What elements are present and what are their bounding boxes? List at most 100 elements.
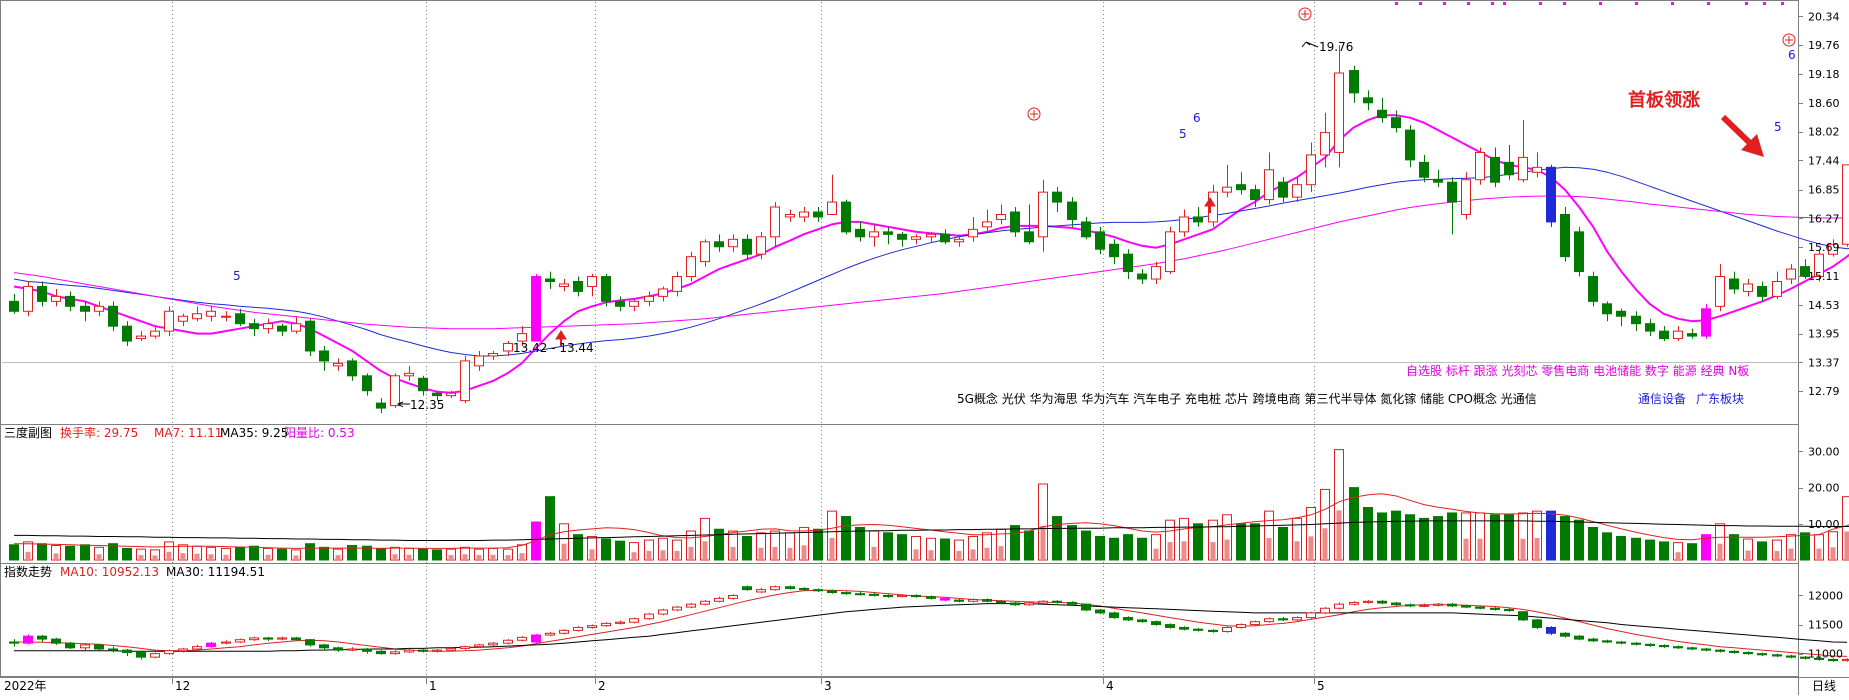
turnover-bar [250,546,259,560]
turnover-bar [1491,515,1500,560]
index-candle-body [320,645,329,648]
price-candle-body [1124,254,1133,271]
turnover-bar-inner [54,553,59,560]
index-candle-body [1744,652,1753,653]
circle-plus-marker-icon [1783,34,1795,46]
turnover-bar-inner [26,552,31,560]
price-candle-body [1773,281,1782,296]
index-candle-body [1265,619,1274,622]
turnover-bar-inner [1464,539,1469,560]
turnover-bar [320,547,329,560]
index-candle-body [193,647,202,649]
price-candle-body [687,257,696,277]
month-label: 1 [429,679,437,693]
price-candle-body [1448,182,1457,202]
index-candle-body [955,600,964,601]
price-candle-body [1392,118,1401,128]
index-candle-body [1053,601,1062,602]
turnover-bar-inner [463,554,468,560]
turnover-bar-inner [1789,549,1794,560]
price-candle-body [828,202,837,214]
circle-plus-marker-icon [1028,108,1040,120]
index-candle-body [1491,608,1500,609]
price-candle-body [560,284,569,286]
index-tick-label: 11500 [1808,619,1843,632]
index-candle-body [264,638,273,639]
turnover-bar-inner [661,550,666,560]
price-candle-body [1082,222,1091,237]
price-candle-body [1730,279,1739,289]
index-candle-body [165,651,174,654]
grid-lines [2,2,1797,684]
turnover-bar [236,547,245,560]
index-candle-body [1688,648,1697,649]
turnover-bar-inner [675,551,680,560]
price-panel-frame [1,1,1799,425]
index-candle-body [1307,613,1316,618]
concept-tags-magenta: 自选股 标杆 跟涨 光刻芯 零售电商 电池储能 数字 能源 经典 N板 [1406,363,1749,378]
price-candle-body [1039,192,1048,237]
price-candles [10,45,1849,413]
index-candle-body [1138,620,1147,622]
index-candle-body [52,639,61,643]
index-candle-body [250,638,259,640]
turnover-bar-inner [1267,538,1272,560]
price-candle-body [1617,311,1626,316]
index-candle-body [1646,644,1655,645]
turnover-bar [419,549,428,560]
index-candle-body [461,647,470,649]
price-candle-body [1744,284,1753,291]
turnover-bar-inner [1323,528,1328,560]
index-ma-line [14,604,1847,652]
price-tick-label: 17.44 [1808,154,1840,167]
index-candle-body [1434,604,1443,605]
price-candle-body [1575,232,1584,272]
index-candle-body [1406,605,1415,606]
index-candle-body [123,650,132,652]
turnover-bar [1011,526,1020,560]
index-candle-body [1082,604,1091,610]
turnover-bar-inner [1817,549,1822,560]
turnover-bar-inner [872,547,877,560]
price-tick-label: 19.18 [1808,68,1840,81]
price-candle-body [941,234,950,241]
index-candle-body [1321,608,1330,613]
price-candle-body [348,361,357,376]
index-candle-body [1617,642,1626,643]
index-candle-body [447,648,456,650]
index-candle-body [927,597,936,599]
turnover-bar [884,533,893,560]
price-candle-body [1011,212,1020,232]
turnover-bar-inner [1478,539,1483,560]
price-candle-body [1505,162,1514,174]
price-ma-line [14,196,1849,329]
price-candle-body [715,242,724,247]
turnover-bar-inner [336,555,341,560]
index-candle-body [828,591,837,593]
index-candle-body [898,595,907,596]
index-candle-body [109,649,118,650]
price-candle-body [405,373,414,375]
index-candle-body [518,637,527,640]
period-label[interactable]: 日线 [1812,679,1836,693]
price-candle-body [546,279,555,281]
index-candle-body [151,654,160,657]
price-tick-label: 13.95 [1808,328,1840,341]
index-candle-body [771,587,780,590]
turnover-bar-inner [167,552,172,560]
price-candle-body [1491,157,1500,182]
turnover-bar [10,545,19,560]
turnover-bar [1251,524,1260,560]
price-candle-body [898,234,907,239]
price-candle-body [1138,274,1147,279]
turnover-bar-inner [181,553,186,560]
price-candle-body [292,324,301,331]
price-candle-body [1152,267,1161,279]
turnover-bar-inner [759,548,764,560]
price-tick-label: 18.60 [1808,97,1840,110]
price-moving-averages [14,115,1849,393]
turnover-bar [1589,527,1598,560]
index-candle-body [701,601,710,604]
